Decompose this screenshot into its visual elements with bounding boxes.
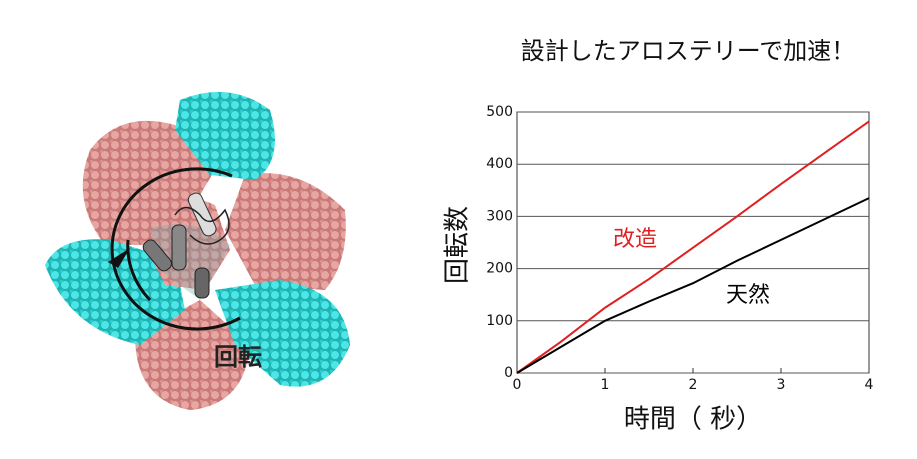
y-tick-label: 400 — [486, 156, 513, 172]
y-tick-label: 0 — [504, 365, 513, 381]
x-tick-label: 2 — [689, 377, 698, 393]
chart-title: 設計したアロステリーで加速！ — [521, 37, 856, 65]
x-tick-label: 1 — [601, 377, 610, 393]
x-tick-label: 3 — [777, 377, 786, 393]
series-label: 改造 — [613, 227, 657, 252]
y-axis-label: 回転数 — [443, 206, 473, 284]
x-tick-label: 0 — [513, 377, 522, 393]
x-axis-label: 時間（ 秒） — [624, 405, 762, 435]
protein-illustration: 回転 — [45, 92, 350, 410]
y-tick-label: 100 — [486, 313, 513, 329]
y-tick-label: 300 — [486, 208, 513, 224]
y-tick-label: 500 — [486, 104, 513, 120]
series-label: 天然 — [726, 283, 770, 308]
x-tick-label: 4 — [865, 377, 874, 393]
y-tick-label: 200 — [486, 261, 513, 277]
rotation-label: 回転 — [214, 343, 262, 371]
data-line — [516, 120, 870, 374]
data-line — [516, 197, 870, 374]
